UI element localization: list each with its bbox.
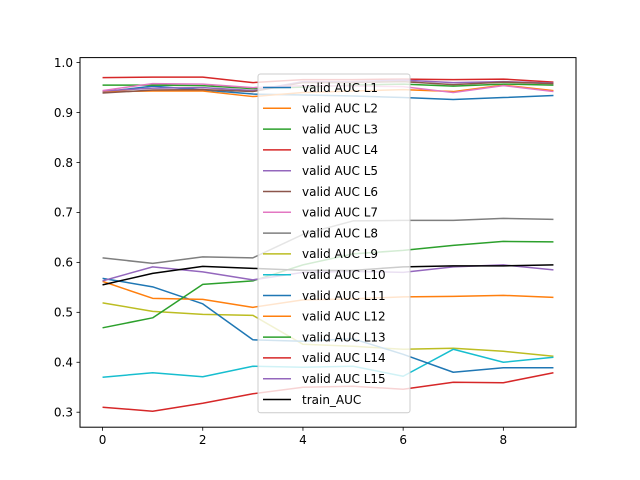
legend-label: valid AUC L9 (302, 247, 378, 261)
x-tick-label: 0 (99, 433, 107, 447)
legend-label: valid AUC L14 (302, 351, 386, 365)
y-axis: 0.3 0.4 0.5 0.6 0.7 0.8 0.9 1.0 (54, 56, 80, 420)
y-tick-label: 0.5 (54, 306, 73, 320)
x-tick-label: 2 (199, 433, 207, 447)
y-tick-label: 0.8 (54, 156, 73, 170)
legend-label: valid AUC L12 (302, 310, 386, 324)
legend-label: valid AUC L5 (302, 164, 378, 178)
legend-label: valid AUC L3 (302, 122, 378, 136)
legend-label: train_AUC (302, 393, 361, 407)
legend-label: valid AUC L1 (302, 81, 378, 95)
x-tick-label: 8 (500, 433, 508, 447)
legend-label: valid AUC L2 (302, 102, 378, 116)
y-tick-label: 0.3 (54, 406, 73, 420)
axes-frame (79, 57, 577, 428)
y-tick-label: 0.6 (54, 256, 73, 270)
legend-label: valid AUC L4 (302, 143, 378, 157)
y-tick-label: 0.4 (54, 356, 73, 370)
y-tick-label: 0.9 (54, 106, 73, 120)
y-tick-label: 1.0 (54, 56, 73, 70)
x-tick-label: 4 (299, 433, 307, 447)
legend-label: valid AUC L11 (302, 289, 386, 303)
x-tick-label: 6 (399, 433, 407, 447)
legend: valid AUC L1 valid AUC L2 valid AUC L3 vali… (257, 73, 411, 414)
x-axis: 0 2 4 6 8 (99, 427, 507, 447)
legend-label: valid AUC L10 (302, 268, 386, 282)
legend-label: valid AUC L7 (302, 206, 378, 220)
legend-label: valid AUC L15 (302, 372, 386, 386)
legend-box (257, 73, 411, 414)
legend-label: valid AUC L8 (302, 226, 378, 240)
legend-label: valid AUC L6 (302, 185, 378, 199)
legend-label: valid AUC L13 (302, 330, 386, 344)
y-tick-label: 0.7 (54, 206, 73, 220)
